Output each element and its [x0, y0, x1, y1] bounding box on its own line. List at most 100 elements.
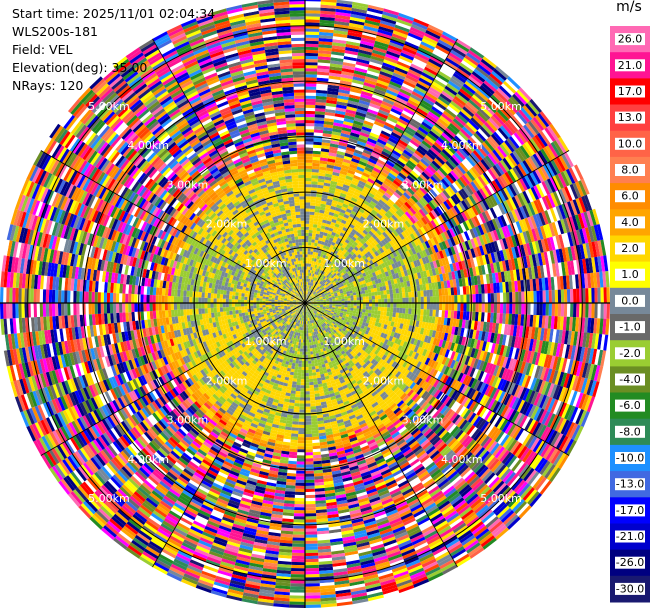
velocity-cell — [322, 235, 327, 240]
velocity-cell — [401, 110, 414, 119]
velocity-cell — [318, 35, 334, 40]
velocity-cell — [310, 293, 314, 297]
velocity-cell — [390, 108, 402, 116]
velocity-cell — [386, 139, 397, 148]
velocity-cell — [425, 91, 438, 101]
velocity-cell — [340, 74, 354, 80]
velocity-cell — [521, 303, 525, 315]
velocity-cell — [381, 150, 391, 158]
velocity-cell — [305, 123, 315, 127]
velocity-cell — [353, 233, 359, 239]
velocity-cell — [354, 172, 363, 178]
velocity-cell — [323, 182, 331, 187]
velocity-cell — [431, 144, 442, 154]
velocity-cell — [321, 271, 325, 275]
velocity-cell — [310, 282, 313, 286]
velocity-cell — [312, 270, 316, 274]
velocity-cell — [478, 293, 482, 303]
velocity-cell — [316, 227, 321, 232]
velocity-cell — [321, 238, 326, 243]
velocity-cell — [311, 290, 314, 294]
velocity-cell — [412, 152, 423, 161]
velocity-cell — [314, 277, 318, 282]
velocity-cell — [313, 215, 319, 219]
velocity-cell — [328, 247, 333, 252]
velocity-cell — [359, 43, 374, 50]
velocity-cell — [472, 294, 476, 303]
velocity-cell — [389, 311, 393, 317]
velocity-cell — [327, 217, 333, 222]
velocity-cell — [383, 192, 392, 199]
velocity-cell — [305, 43, 319, 48]
velocity-cell — [402, 303, 406, 309]
velocity-cell — [347, 305, 351, 308]
velocity-cell — [396, 303, 400, 308]
velocity-cell — [390, 152, 400, 160]
velocity-cell — [335, 110, 346, 115]
velocity-cell — [305, 171, 312, 176]
velocity-cell — [313, 147, 322, 152]
velocity-cell — [421, 140, 432, 149]
velocity-cell — [308, 239, 312, 243]
velocity-cell — [307, 257, 310, 261]
velocity-cell — [530, 291, 534, 303]
velocity-cell — [393, 27, 409, 36]
velocity-cell — [346, 143, 356, 150]
velocity-cell — [305, 40, 319, 45]
velocity-cell — [341, 244, 347, 249]
velocity-cell — [309, 288, 312, 292]
velocity-cell — [527, 291, 531, 303]
velocity-cell — [383, 59, 397, 67]
velocity-cell — [362, 200, 370, 206]
velocity-cell — [371, 169, 380, 177]
velocity-cell — [325, 173, 333, 178]
velocity-cell — [450, 100, 463, 111]
velocity-cell — [325, 278, 329, 282]
velocity-cell — [410, 170, 420, 179]
velocity-cell — [360, 231, 367, 238]
velocity-cell — [383, 8, 400, 16]
velocity-cell — [311, 279, 314, 284]
velocity-cell — [484, 293, 488, 303]
velocity-cell — [312, 280, 315, 284]
velocity-cell — [314, 274, 318, 278]
velocity-cell — [467, 49, 483, 62]
velocity-cell — [422, 69, 437, 79]
velocity-cell — [326, 270, 330, 275]
velocity-cell — [311, 260, 314, 265]
velocity-cell — [326, 233, 332, 238]
velocity-cell — [305, 49, 319, 54]
velocity-cell — [351, 158, 360, 164]
velocity-cell — [379, 170, 389, 178]
velocity-cell — [312, 264, 316, 268]
velocity-cell — [442, 62, 457, 73]
velocity-cell — [312, 267, 315, 271]
velocity-cell — [379, 185, 388, 192]
velocity-cell — [382, 165, 392, 173]
velocity-cell — [329, 143, 339, 148]
velocity-cell — [345, 112, 356, 118]
velocity-cell — [378, 187, 386, 195]
velocity-cell — [421, 38, 437, 48]
velocity-cell — [389, 196, 397, 204]
velocity-cell — [389, 134, 400, 142]
velocity-cell — [477, 87, 491, 99]
velocity-cell — [367, 214, 375, 220]
velocity-cell — [399, 292, 403, 299]
velocity-cell — [327, 155, 337, 160]
velocity-cell — [368, 309, 372, 314]
velocity-cell — [391, 75, 405, 83]
velocity-cell — [542, 303, 546, 316]
velocity-cell — [414, 165, 424, 174]
velocity-cell — [447, 80, 461, 91]
velocity-cell — [348, 94, 361, 100]
velocity-cell — [405, 292, 409, 298]
velocity-cell — [345, 194, 353, 200]
velocity-cell — [367, 108, 379, 116]
velocity-cell — [331, 218, 337, 224]
velocity-cell — [341, 130, 351, 136]
velocity-cell — [345, 109, 357, 115]
velocity-cell — [306, 291, 309, 295]
velocity-cell — [432, 103, 445, 113]
velocity-cell — [433, 47, 449, 58]
